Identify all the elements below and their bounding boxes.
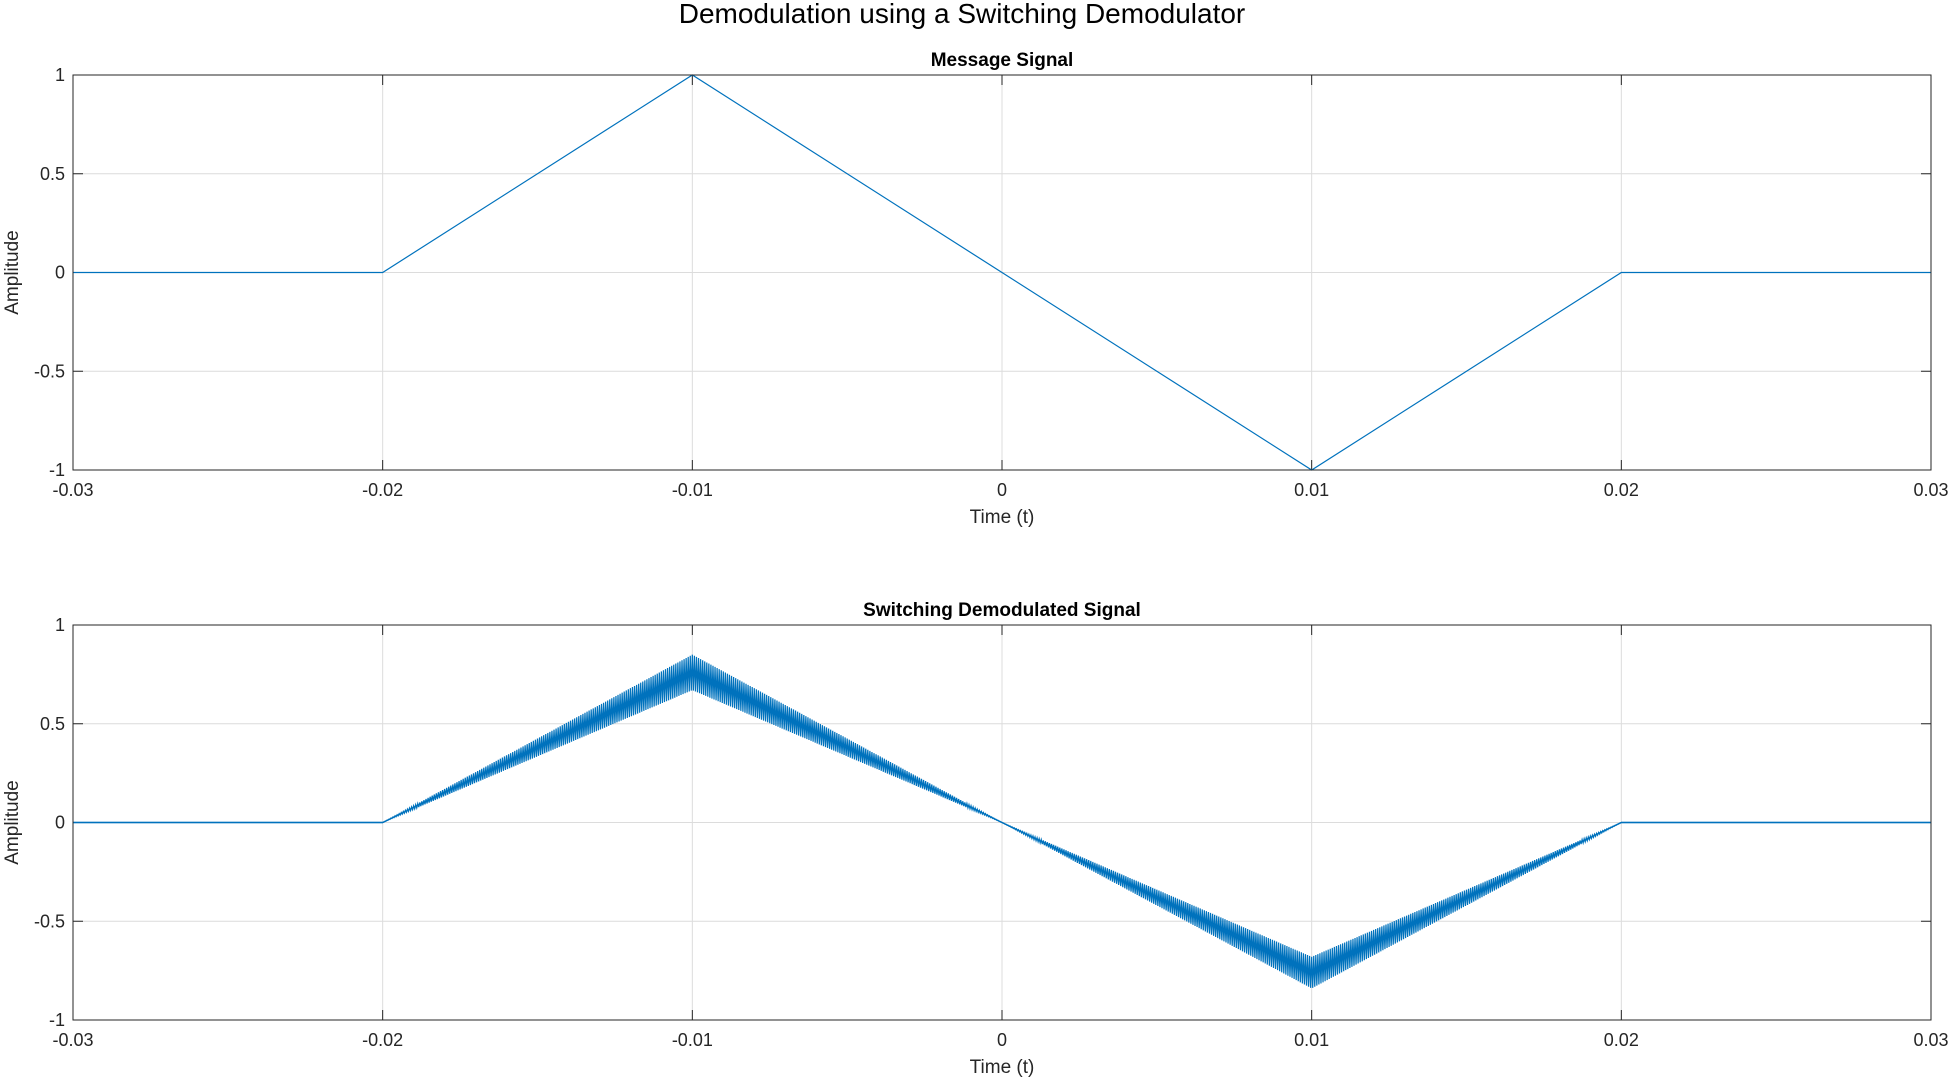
x-tick-label: -0.02 (362, 480, 403, 500)
message-signal-y-label: Amplitude (2, 230, 23, 315)
x-tick-label: -0.01 (672, 1030, 713, 1050)
x-tick-label: -0.03 (52, 1030, 93, 1050)
demodulated-signal-title: Switching Demodulated Signal (863, 600, 1141, 621)
y-tick-label: 0.5 (40, 714, 65, 734)
demodulated-signal-x-label: Time (t) (970, 1057, 1035, 1078)
y-tick-label: -0.5 (34, 911, 65, 931)
demodulated-signal-ticks: -0.03 -0.02 -0.01 0 0.01 0.02 0.03 -1 -0.5 0 0.5 1 (34, 615, 1949, 1050)
x-tick-label: 0.02 (1604, 1030, 1639, 1050)
y-tick-label: 0 (55, 263, 65, 283)
y-tick-label: -1 (49, 460, 65, 480)
x-tick-label: 0.01 (1294, 480, 1329, 500)
figure-title: Demodulation using a Switching Demodulat… (679, 0, 1246, 29)
x-tick-label: 0.03 (1913, 480, 1948, 500)
x-tick-label: -0.01 (672, 480, 713, 500)
x-tick-label: 0.03 (1913, 1030, 1948, 1050)
x-tick-label: 0 (997, 1030, 1007, 1050)
y-tick-label: 1 (55, 615, 65, 635)
demodulated-signal-axes-box (72, 624, 1932, 1021)
message-signal-axes-box (72, 74, 1932, 471)
message-signal-axes: -0.03 -0.02 -0.01 0 0.01 0.02 0.03-1-0.500.51 … (2, 50, 1949, 528)
y-tick-label: 0.5 (40, 164, 65, 184)
x-tick-label: -0.03 (52, 480, 93, 500)
y-tick-label: -0.5 (34, 361, 65, 381)
y-tick-label: 1 (55, 65, 65, 85)
demodulated-signal-y-label: Amplitude (2, 780, 23, 865)
x-tick-label: 0.01 (1294, 1030, 1329, 1050)
demodulated-signal-line (73, 671, 1931, 974)
demodulated-signal-data (73, 654, 1931, 988)
message-signal-data (73, 74, 1931, 471)
y-tick-label: 0 (55, 813, 65, 833)
x-tick-label: 0.02 (1604, 480, 1639, 500)
message-signal-x-label: Time (t) (970, 507, 1035, 528)
x-tick-label: -0.02 (362, 1030, 403, 1050)
demodulated-signal-axes: -0.03 -0.02 -0.01 0 0.01 0.02 0.03-1-0.500.51 … (2, 600, 1949, 1078)
x-tick-label: 0 (997, 480, 1007, 500)
message-signal-line (73, 74, 1931, 471)
y-tick-label: -1 (49, 1010, 65, 1030)
message-signal-ticks: -0.03 -0.02 -0.01 0 0.01 0.02 0.03 -1 -0.5 0 0.5 1 (34, 65, 1949, 500)
message-signal-title: Message Signal (931, 50, 1074, 71)
